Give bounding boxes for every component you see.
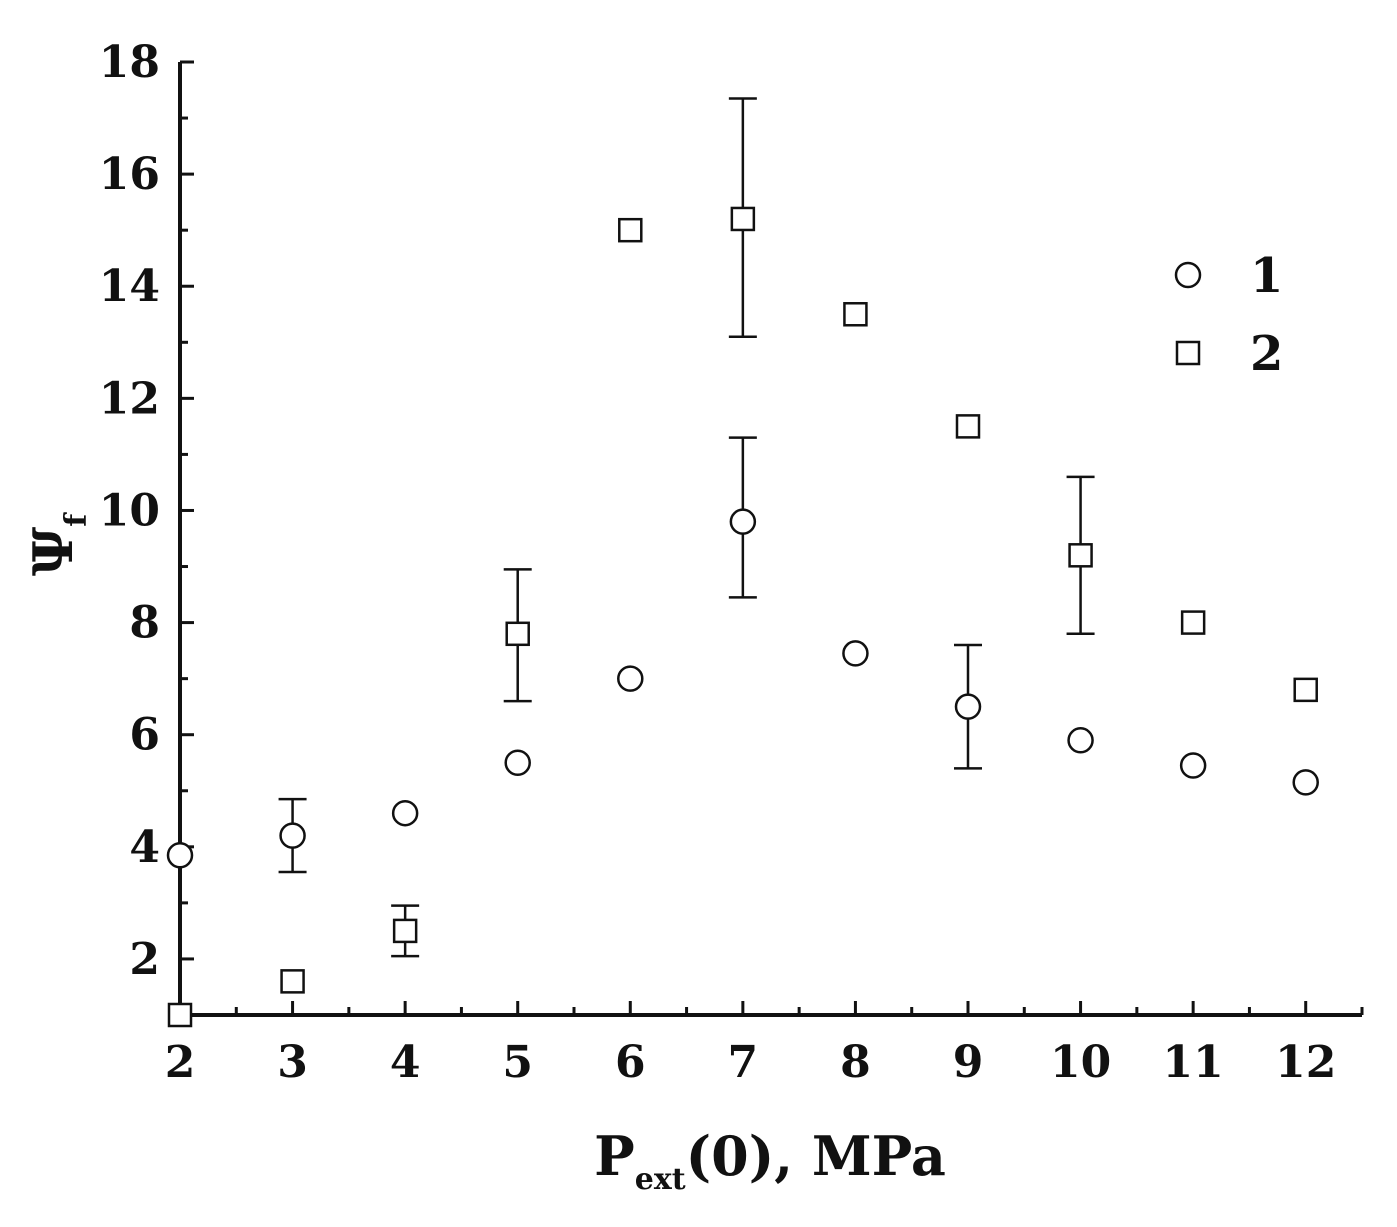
- series-1-point: [842, 640, 869, 667]
- legend-label-1: 1: [1250, 248, 1283, 304]
- series-1-point: [729, 508, 757, 535]
- legend-marker-2: [1175, 340, 1201, 366]
- series-2-point: [1180, 610, 1206, 635]
- legend-marker-1: [1174, 261, 1202, 289]
- y-tick-label: 14: [99, 261, 160, 312]
- series-1-point: [617, 665, 644, 692]
- x-tick-label: 2: [165, 1037, 196, 1088]
- y-tick-label: 2: [129, 934, 160, 985]
- y-tick-label: 12: [99, 373, 160, 424]
- y-tick-label: 8: [129, 598, 160, 649]
- y-axis-title-main: Ψ: [21, 527, 85, 576]
- x-tick-label: 8: [840, 1037, 871, 1088]
- y-axis-title-sub: f: [59, 512, 94, 527]
- y-tick-label: 10: [99, 485, 160, 536]
- series-2-point: [843, 302, 868, 327]
- x-axis-title-rest: (0), MPa: [686, 1124, 946, 1188]
- series-1-point: [391, 799, 419, 827]
- series-2-point: [1293, 677, 1318, 703]
- x-tick-label: 5: [502, 1037, 533, 1088]
- series-1-point: [279, 822, 306, 849]
- x-axis-title-sub: ext: [635, 1162, 686, 1197]
- y-axis-title: Ψf: [21, 512, 94, 576]
- series-1-point: [166, 841, 194, 869]
- series-2-point: [505, 621, 530, 647]
- series-2-point: [730, 206, 756, 232]
- x-tick-label: 9: [953, 1037, 984, 1088]
- data-markers: [166, 206, 1319, 1028]
- series-1-point: [504, 749, 531, 776]
- x-tick-label: 6: [615, 1037, 646, 1088]
- y-tick-label: 6: [129, 710, 160, 761]
- series-2-point: [392, 918, 418, 944]
- error-bars: [278, 97, 1095, 958]
- legend-label-2: 2: [1250, 326, 1283, 382]
- x-tick-label: 3: [277, 1037, 308, 1088]
- series-1-point: [1067, 727, 1094, 754]
- series-2-point: [1068, 543, 1093, 568]
- x-tick-label: 10: [1050, 1037, 1111, 1088]
- y-tick-label: 4: [129, 822, 160, 873]
- x-axis-title: Pext(0), MPa: [594, 1124, 946, 1197]
- series-1-point: [1292, 769, 1319, 796]
- series-1-point: [954, 693, 982, 720]
- x-tick-label: 12: [1275, 1037, 1336, 1088]
- y-tick-label: 18: [99, 37, 160, 88]
- series-2-point: [280, 969, 305, 994]
- legend: 12: [1174, 248, 1283, 382]
- y-tick-label: 16: [99, 149, 160, 200]
- x-tick-label: 4: [390, 1037, 421, 1088]
- x-tick-label: 7: [728, 1037, 759, 1088]
- series-2-point: [167, 1002, 193, 1028]
- series-1-point: [1179, 752, 1207, 779]
- x-axis-title-main: P: [594, 1124, 635, 1188]
- x-tick-label: 11: [1163, 1037, 1224, 1088]
- series-2-point: [618, 217, 643, 243]
- series-2-point: [955, 414, 981, 439]
